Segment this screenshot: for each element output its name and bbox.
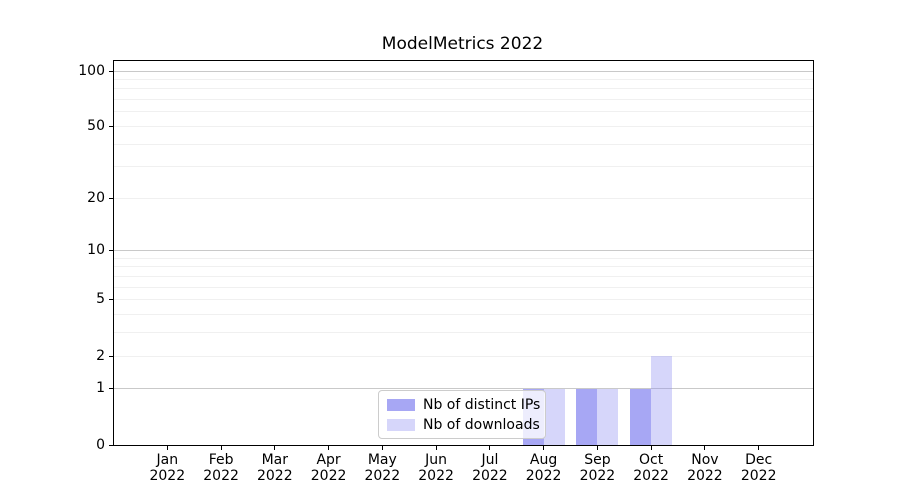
- x-axis-tick: [650, 446, 652, 450]
- gridline-minor: [114, 332, 813, 334]
- y-axis-tick: [109, 125, 113, 127]
- x-axis-tick: [328, 446, 330, 450]
- gridline-minor: [114, 257, 813, 259]
- x-tick-year: 2022: [633, 468, 669, 484]
- x-tick-year: 2022: [418, 468, 454, 484]
- x-tick-month: Apr: [316, 452, 341, 468]
- x-tick-month: May: [367, 452, 397, 468]
- bar-distinct-ips-oct: [630, 388, 652, 445]
- x-tick-month: Sep: [584, 452, 611, 468]
- gridline-minor: [114, 276, 813, 277]
- x-tick-label: Oct 2022: [623, 452, 679, 484]
- legend-swatch-downloads-icon: [387, 418, 415, 431]
- y-axis-tick: [109, 355, 113, 357]
- legend-item-distinct-ips: Nb of distinct IPs: [387, 396, 541, 413]
- bar-downloads-oct: [651, 356, 673, 445]
- x-axis-tick: [704, 446, 706, 450]
- gridline-major: [114, 388, 813, 390]
- y-tick-label: 20: [87, 189, 105, 206]
- legend-label-distinct-ips: Nb of distinct IPs: [423, 396, 541, 413]
- x-axis-tick: [489, 446, 491, 450]
- x-axis-tick: [758, 446, 760, 450]
- x-tick-month: Jun: [425, 452, 448, 468]
- x-tick-year: 2022: [203, 468, 239, 484]
- y-axis-tick: [109, 197, 113, 199]
- x-axis-tick: [220, 446, 222, 450]
- gridline-major: [114, 70, 813, 72]
- legend-item-downloads: Nb of downloads: [387, 416, 540, 433]
- x-tick-year: 2022: [525, 468, 562, 484]
- y-axis-tick: [109, 444, 113, 446]
- x-tick-month: Oct: [638, 452, 664, 468]
- x-tick-label: Nov 2022: [677, 452, 733, 484]
- y-tick-label: 1: [96, 380, 105, 397]
- gridline-minor: [114, 286, 813, 288]
- gridline-minor: [114, 78, 813, 80]
- x-tick-label: Sep 2022: [569, 452, 625, 484]
- x-tick-month: Nov: [691, 452, 719, 468]
- x-tick-month: Jul: [481, 452, 499, 468]
- x-axis-tick: [435, 446, 437, 450]
- x-tick-label: May 2022: [354, 452, 410, 484]
- gridline-minor: [114, 143, 813, 145]
- chart-title: ModelMetrics 2022: [381, 34, 544, 54]
- y-axis-tick: [109, 388, 113, 390]
- legend-label-downloads: Nb of downloads: [423, 416, 540, 433]
- y-axis-tick: [109, 70, 113, 72]
- chart-legend: Nb of distinct IPs Nb of downloads: [378, 390, 546, 439]
- x-tick-label: Aug 2022: [516, 452, 572, 484]
- x-tick-label: Feb 2022: [193, 452, 249, 484]
- x-axis-tick: [166, 446, 168, 450]
- y-axis-tick: [109, 250, 113, 252]
- gridline-minor: [114, 299, 813, 301]
- x-tick-label: Jun 2022: [408, 452, 464, 484]
- y-tick-label: 100: [78, 62, 105, 79]
- gridline-minor: [114, 355, 813, 357]
- y-axis-tick: [109, 299, 113, 301]
- y-tick-label: 50: [87, 117, 105, 134]
- gridline-minor: [114, 125, 813, 127]
- y-tick-label: 10: [87, 242, 105, 259]
- x-tick-year: 2022: [740, 468, 777, 484]
- x-tick-month: Dec: [745, 452, 773, 468]
- x-tick-month: Aug: [529, 452, 558, 468]
- bar-downloads-sep: [597, 388, 619, 445]
- bar-downloads-aug: [543, 388, 565, 445]
- gridline-minor: [114, 266, 813, 268]
- y-tick-label: 0: [96, 436, 105, 453]
- x-tick-year: 2022: [310, 468, 347, 484]
- x-tick-month: Jan: [156, 452, 179, 468]
- gridline-minor: [114, 166, 813, 168]
- x-tick-month: Feb: [208, 452, 234, 468]
- gridline-major: [114, 250, 813, 252]
- x-tick-year: 2022: [256, 468, 293, 484]
- bar-distinct-ips-sep: [576, 388, 598, 445]
- x-tick-year: 2022: [472, 468, 508, 484]
- gridline-minor: [114, 88, 813, 90]
- y-tick-label: 2: [96, 347, 105, 364]
- gridline-minor: [114, 111, 813, 113]
- y-tick-label: 5: [96, 291, 105, 308]
- gridline-minor: [114, 197, 813, 199]
- x-tick-label: Mar 2022: [247, 452, 303, 484]
- x-axis-tick: [543, 446, 545, 450]
- x-tick-year: 2022: [149, 468, 186, 484]
- gridline-minor: [114, 99, 813, 101]
- x-axis-tick: [596, 446, 598, 450]
- x-axis-tick: [274, 446, 276, 450]
- legend-swatch-distinct-ips-icon: [387, 398, 415, 411]
- x-tick-year: 2022: [579, 468, 616, 484]
- x-tick-year: 2022: [687, 468, 723, 484]
- plot-area: Nb of distinct IPs Nb of downloads: [113, 60, 814, 446]
- x-tick-year: 2022: [364, 468, 401, 484]
- x-tick-label: Apr 2022: [301, 452, 357, 484]
- x-tick-label: Jan 2022: [139, 452, 195, 484]
- x-tick-label: Jul 2022: [462, 452, 518, 484]
- x-tick-label: Dec 2022: [731, 452, 787, 484]
- x-axis-tick: [381, 446, 383, 450]
- gridline-minor: [114, 314, 813, 316]
- x-tick-month: Mar: [261, 452, 288, 468]
